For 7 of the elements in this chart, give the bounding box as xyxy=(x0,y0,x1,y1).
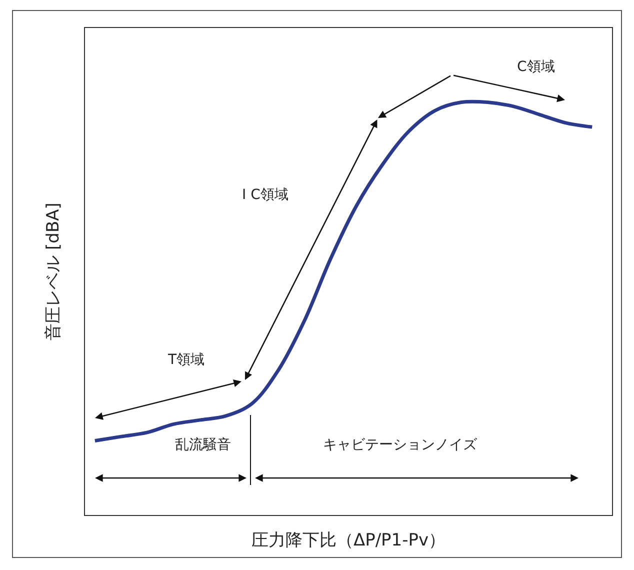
text: C領域 xyxy=(517,59,555,75)
annotation: I C領域 xyxy=(242,187,288,203)
y-axis-title: 音圧レベル [dBA] xyxy=(44,202,64,340)
annotation: T領域 xyxy=(167,352,205,368)
annotation: キャビテーションノイズ xyxy=(323,437,478,453)
annotation: 乱流騒音 xyxy=(175,437,231,453)
x-axis-title: 圧力降下比（ΔP/P1-Pv） xyxy=(251,530,446,550)
